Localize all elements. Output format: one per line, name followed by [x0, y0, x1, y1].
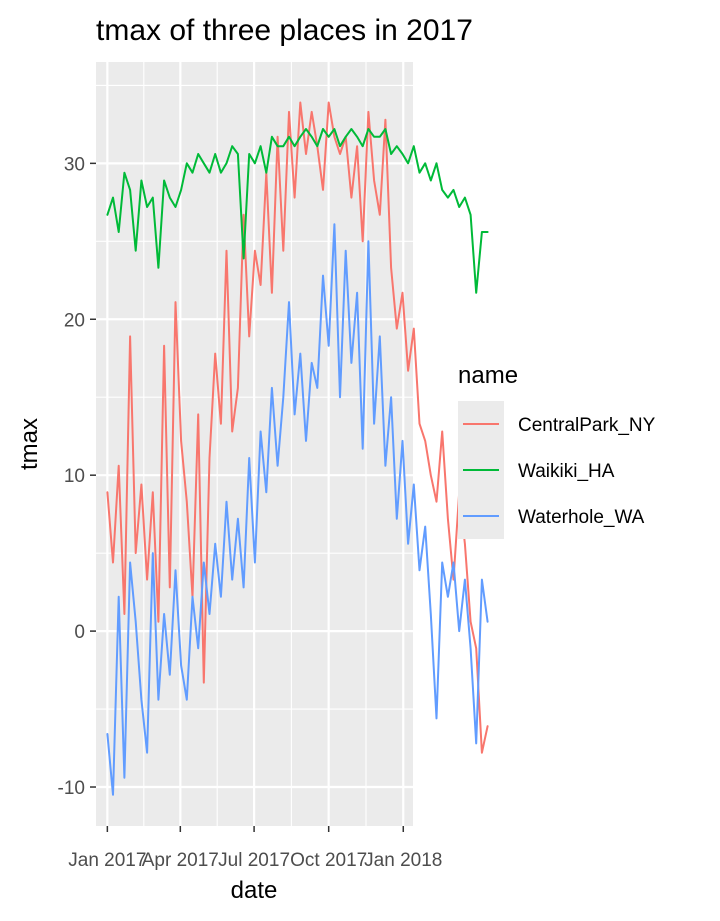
series-line-CentralPark_NY	[106, 101, 489, 754]
y-tick-label: 30	[64, 154, 85, 175]
series-line-Waikiki_HA	[106, 128, 489, 294]
x-axis-title: date	[231, 877, 278, 904]
legend-label: CentralPark_NY	[518, 415, 656, 436]
x-tick-label: Jul 2017	[218, 850, 290, 871]
y-tick-label: 20	[64, 310, 85, 331]
series-line-Waterhole_WA	[106, 223, 489, 796]
y-tick-label: -10	[58, 778, 85, 799]
x-tick-label: Apr 2017	[142, 850, 219, 871]
y-axis-title: tmax	[16, 418, 43, 470]
y-axis: -10 0 10 20 30	[58, 154, 96, 799]
x-tick-label: Oct 2017	[290, 850, 367, 871]
x-tick-label: Jan 2018	[364, 850, 442, 871]
legend: name CentralPark_NY Waikiki_HA Waterhole_W…	[458, 362, 656, 539]
legend-keys: CentralPark_NY Waikiki_HA Waterhole_WA	[458, 401, 656, 539]
series-lines	[106, 101, 489, 796]
y-tick-label: 10	[64, 466, 85, 487]
legend-title: name	[458, 362, 518, 389]
legend-label: Waikiki_HA	[518, 461, 615, 482]
x-tick-label: Jan 2017	[68, 850, 146, 871]
chart-title: tmax of three places in 2017	[96, 14, 473, 47]
y-tick-label: 0	[74, 622, 85, 643]
legend-label: Waterhole_WA	[518, 507, 645, 528]
